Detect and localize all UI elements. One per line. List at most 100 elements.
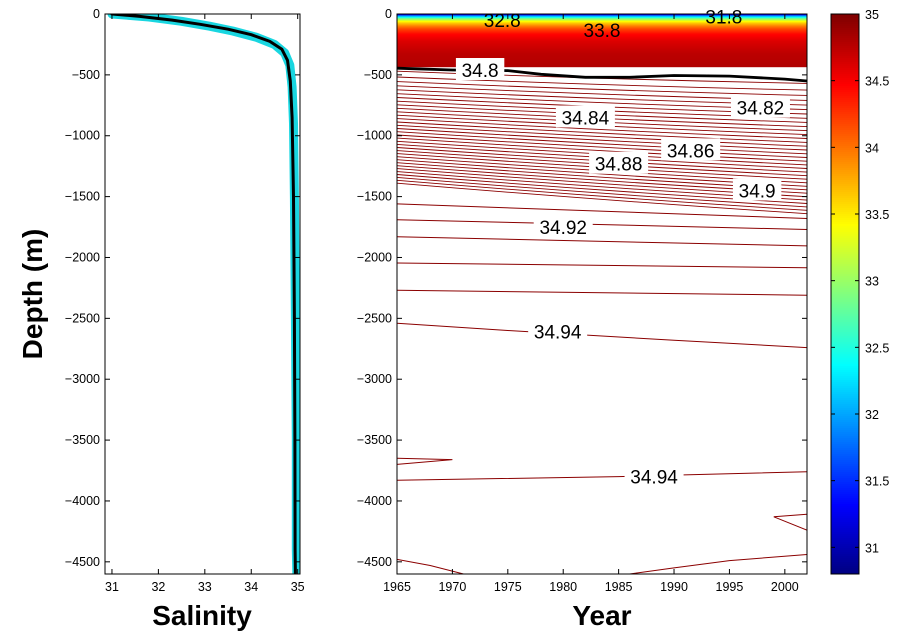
- colorbar-strip: [831, 494, 859, 497]
- colorbar-strip: [831, 80, 859, 83]
- colorbar-strip: [831, 14, 859, 17]
- colorbar-strip: [831, 22, 859, 25]
- contour-label-bg: [732, 178, 782, 201]
- contour-label: 34.84: [562, 108, 610, 129]
- color-band-strip: [397, 46, 807, 48]
- colorbar-strip: [831, 342, 859, 345]
- colorbar-strip: [831, 430, 859, 433]
- x-tick-label: 2000: [771, 580, 799, 594]
- colorbar-strip: [831, 320, 859, 323]
- colorbar-strip: [831, 40, 859, 43]
- colorbar-strip: [831, 572, 859, 575]
- colorbar-strip: [831, 162, 859, 165]
- colorbar-strip: [831, 420, 859, 423]
- colorbar-strip: [831, 192, 859, 195]
- colorbar-strip: [831, 70, 859, 73]
- color-band-strip: [397, 64, 807, 66]
- x-tick-label: 1990: [660, 580, 688, 594]
- colorbar-strip: [831, 482, 859, 485]
- colorbar-strip: [831, 534, 859, 537]
- colorbar-strip: [831, 388, 859, 391]
- colorbar-strip: [831, 92, 859, 95]
- color-band-strip: [397, 25, 807, 27]
- y-tick-label: −2500: [65, 311, 100, 325]
- colorbar-box: [830, 13, 860, 575]
- colorbar-strip: [831, 372, 859, 375]
- colorbar-strip: [831, 416, 859, 419]
- right-x-ticks: 1965 1970 1975 1980 1985 1990 1995 2000: [383, 14, 799, 594]
- colorbar-strip: [831, 446, 859, 449]
- colorbar-strip: [831, 492, 859, 495]
- colorbar-strip: [831, 542, 859, 545]
- colorbar-strip: [831, 400, 859, 403]
- right-axes-box: [396, 13, 808, 575]
- color-band-strip: [397, 43, 807, 45]
- colorbar-strip: [831, 218, 859, 221]
- color-band-strip: [397, 38, 807, 40]
- color-band-strip: [397, 30, 807, 32]
- contour-label: 34.88: [595, 155, 643, 176]
- colorbar-strip: [831, 530, 859, 533]
- colorbar-strip: [831, 508, 859, 511]
- colorbar-strip: [831, 286, 859, 289]
- colorbar-strip: [831, 100, 859, 103]
- colorbar-strip: [831, 368, 859, 371]
- colorbar-strip: [831, 176, 859, 179]
- color-band-strip: [397, 52, 807, 54]
- colorbar-tick-label: 32.5: [865, 341, 889, 355]
- color-band-strip: [397, 17, 807, 19]
- colorbar-strip: [831, 42, 859, 45]
- colorbar-strip: [831, 318, 859, 321]
- colorbar-strip: [831, 52, 859, 55]
- colorbar-strip: [831, 308, 859, 311]
- contour-line: [397, 118, 807, 139]
- contour-line-deep: [397, 236, 807, 247]
- contour-label-bg: [661, 138, 721, 161]
- colorbar-strip: [831, 484, 859, 487]
- colorbar-strip: [831, 290, 859, 293]
- colorbar-strip: [831, 128, 859, 131]
- colorbar-strip: [831, 214, 859, 217]
- colorbar-strip: [831, 72, 859, 75]
- colorbar-strip: [831, 86, 859, 89]
- colorbar-strip: [831, 204, 859, 207]
- contour-line: [397, 182, 807, 215]
- y-tick-label: −4500: [357, 555, 392, 569]
- colorbar-strip: [831, 140, 859, 143]
- colorbar-strip: [831, 442, 859, 445]
- colorbar-strip: [831, 166, 859, 169]
- colorbar-strip: [831, 362, 859, 365]
- colorbar-strip: [831, 226, 859, 229]
- colorbar-strip: [831, 334, 859, 337]
- colorbar-strip: [831, 122, 859, 125]
- right-y-ticks: 0 −500 −1000 −1500 −2000 −2500 −3000 −3500 −4000…: [357, 7, 807, 569]
- color-band-strip: [397, 44, 807, 46]
- colorbar-strip: [831, 196, 859, 199]
- colorbar-strip: [831, 418, 859, 421]
- colorbar-strip: [831, 102, 859, 105]
- colorbar-strip: [831, 428, 859, 431]
- colorbar-strip: [831, 540, 859, 543]
- colorbar-strip: [831, 566, 859, 569]
- colorbar-tick-label: 34.5: [865, 75, 889, 89]
- colorbar-strip: [831, 26, 859, 29]
- colorbar-strip: [831, 562, 859, 565]
- colorbar-strip: [831, 460, 859, 463]
- colorbar-strip: [831, 190, 859, 193]
- colorbar-strip: [831, 48, 859, 51]
- colorbar-strip: [831, 520, 859, 523]
- color-band-strip: [397, 39, 807, 41]
- x-tick-label: 1985: [605, 580, 633, 594]
- colorbar-strip: [831, 164, 859, 167]
- colorbar-strip: [831, 300, 859, 303]
- colorbar-strip: [831, 472, 859, 475]
- contour-label-bg: [533, 215, 593, 238]
- colorbar-strip: [831, 96, 859, 99]
- colorbar-strip: [831, 544, 859, 547]
- y-tick-label: −2000: [357, 250, 392, 264]
- colorbar-strip: [831, 370, 859, 373]
- colorbar-strip: [831, 276, 859, 279]
- contour-line-deep: [397, 471, 807, 481]
- colorbar-strip: [831, 82, 859, 85]
- colorbar-strip: [831, 558, 859, 561]
